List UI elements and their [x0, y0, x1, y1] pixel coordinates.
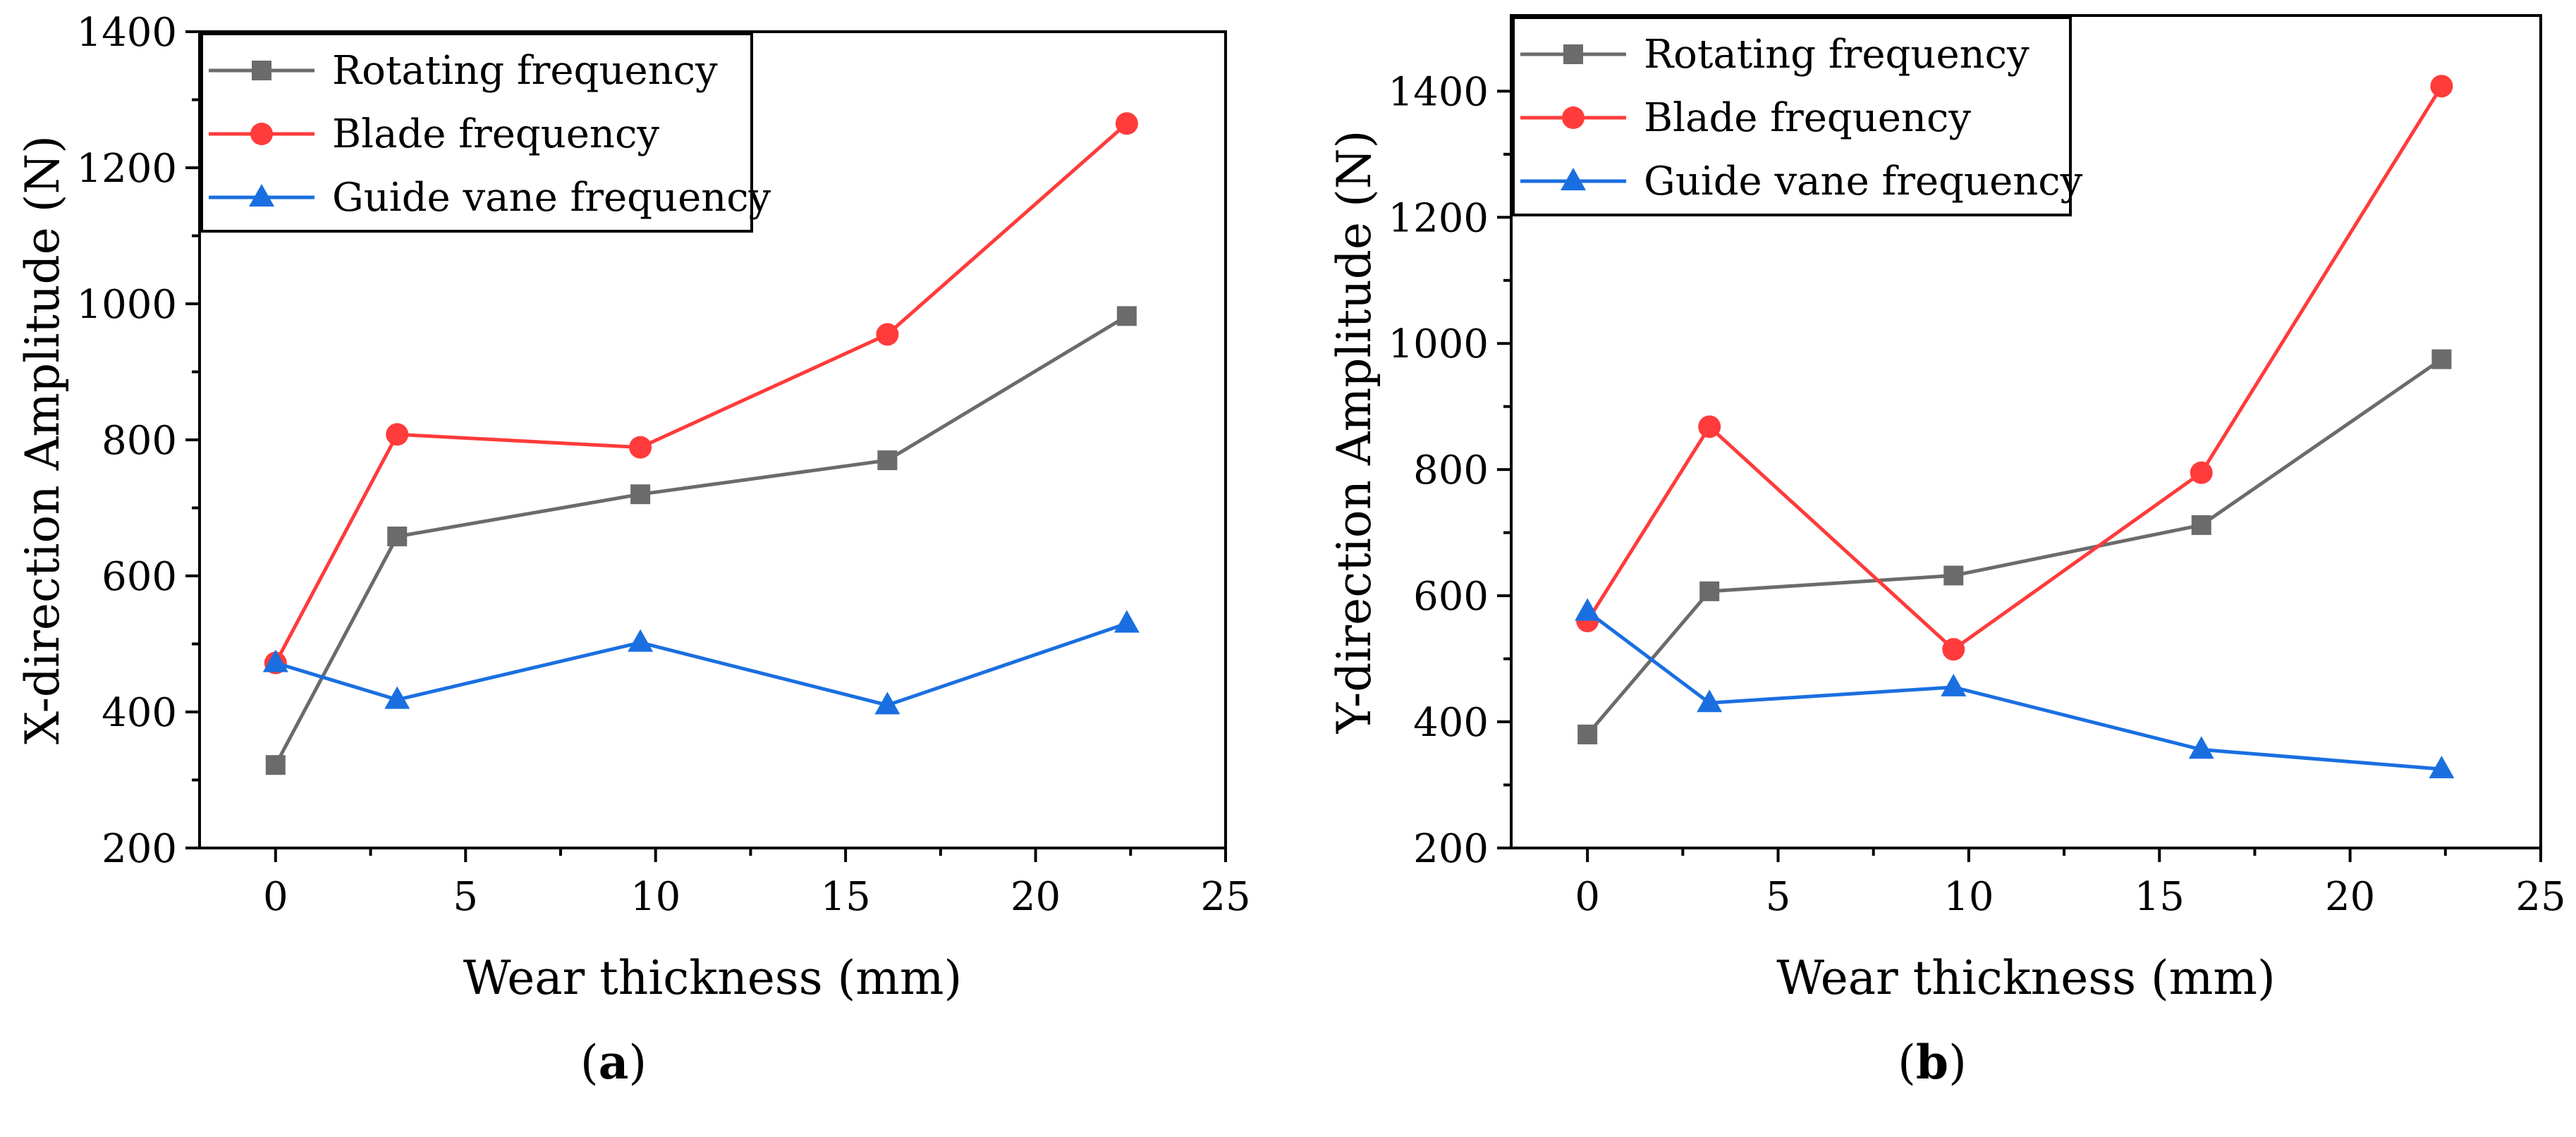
y-tick-label: 400: [102, 690, 177, 736]
chart-panel-b: 0 5 10 15 20 25 200 400 600 800 1000 1200 1400 Wear t…: [1327, 14, 2566, 1090]
legend-label: Blade frequency: [1644, 95, 1971, 141]
data-point: [628, 629, 654, 652]
legend-label: Guide vane frequency: [1644, 159, 2083, 204]
plot-frame: [1510, 14, 2542, 849]
legend-marker: [1562, 106, 1585, 129]
series-line: [1586, 610, 2442, 771]
x-tick-label: 10: [630, 874, 680, 920]
y-tick-label: 200: [102, 826, 177, 872]
data-point: [877, 450, 898, 470]
series-line: [275, 622, 1128, 707]
x-tick-label: 5: [453, 874, 478, 920]
x-tick-label: 0: [1575, 874, 1600, 920]
data-point: [1698, 415, 1721, 438]
x-tick-label: 25: [1200, 874, 1250, 920]
data-point: [265, 755, 286, 775]
data-point: [1697, 689, 1723, 713]
data-point: [2191, 515, 2211, 535]
data-point: [2190, 461, 2213, 484]
legend-marker: [1563, 44, 1583, 64]
chart-panel-a: 0 5 10 15 20 25 200 400 600 800 1000 1200 1400 Wear t…: [16, 10, 1251, 1090]
legend-marker: [252, 61, 271, 80]
y-tick-label: 1000: [1388, 321, 1489, 367]
y-tick-label: 800: [102, 418, 177, 464]
data-point: [1577, 724, 1598, 744]
legend-label: Rotating frequency: [1644, 32, 2029, 78]
data-point: [2188, 736, 2214, 759]
data-point: [386, 423, 409, 446]
data-point: [1113, 610, 1140, 633]
y-axis-label: Y-direction Amplitude (N): [1327, 130, 1381, 735]
x-tick-label: 0: [263, 874, 288, 920]
y-tick-label: 200: [1413, 826, 1489, 872]
data-point: [1941, 673, 1967, 696]
y-tick-label: 600: [1413, 574, 1489, 620]
y-tick-label: 400: [1413, 700, 1489, 746]
panel-label: (b): [1898, 1035, 1967, 1090]
x-tick-label: 5: [1766, 874, 1791, 920]
panel-label: (a): [580, 1035, 647, 1090]
legend-marker: [1561, 168, 1586, 190]
data-point: [1116, 306, 1137, 326]
legend-label: Blade frequency: [332, 111, 659, 157]
x-tick-label: 10: [1943, 874, 1994, 920]
data-point: [1943, 565, 1964, 586]
x-tick-label: 20: [2325, 874, 2375, 920]
x-tick-label: 20: [1011, 874, 1061, 920]
y-tick-label: 1400: [76, 10, 177, 56]
data-point: [629, 436, 652, 459]
y-axis-label: X-direction Amplitude (N): [16, 135, 70, 744]
data-point: [384, 686, 410, 709]
x-tick-label: 25: [2515, 874, 2565, 920]
legend-label: Rotating frequency: [332, 48, 718, 94]
data-point: [1115, 112, 1138, 135]
data-point: [1942, 638, 1965, 661]
legend-label: Guide vane frequency: [332, 175, 771, 221]
y-tick-label: 800: [1413, 448, 1489, 493]
data-point: [874, 692, 901, 715]
data-point: [630, 484, 651, 505]
y-tick-label: 600: [102, 554, 177, 600]
data-point: [262, 649, 288, 672]
legend-marker: [250, 123, 273, 145]
data-point: [2429, 756, 2455, 779]
y-tick-label: 1000: [76, 282, 177, 328]
x-tick-label: 15: [820, 874, 870, 920]
data-point: [2431, 349, 2452, 369]
legend-marker: [249, 184, 274, 207]
data-point: [2430, 75, 2453, 98]
y-tick-label: 1200: [76, 146, 177, 192]
data-point: [1699, 581, 1720, 601]
series-line: [1586, 357, 2443, 736]
data-point: [1575, 598, 1601, 621]
x-tick-label: 15: [2135, 874, 2185, 920]
y-tick-label: 1400: [1388, 69, 1489, 115]
data-point: [876, 323, 899, 346]
x-axis-label: Wear thickness (mm): [463, 951, 962, 1005]
data-point: [387, 527, 408, 547]
x-axis-label: Wear thickness (mm): [1776, 951, 2275, 1005]
y-tick-label: 1200: [1388, 195, 1489, 241]
